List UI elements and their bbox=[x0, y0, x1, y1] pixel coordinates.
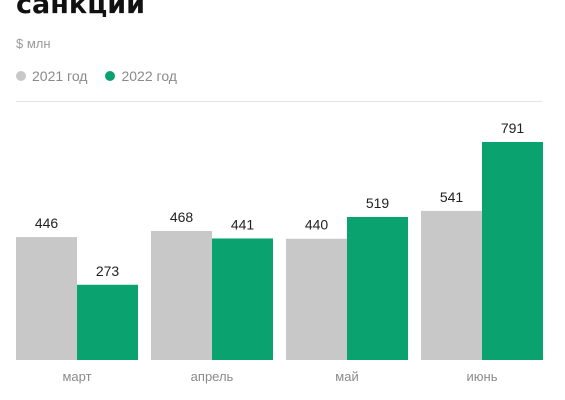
value-label-mart-2021: 446 bbox=[35, 215, 59, 231]
value-label-iyun-2021: 541 bbox=[440, 189, 464, 205]
legend-dot-2022 bbox=[105, 71, 116, 81]
legend-dot-2021 bbox=[16, 71, 26, 81]
legend-label-2021: 2021 год bbox=[32, 68, 88, 84]
value-label-mai-2021: 440 bbox=[305, 217, 329, 233]
legend-item-2021: 2021 год bbox=[16, 68, 87, 84]
bar-iyun-2021 bbox=[421, 210, 482, 360]
bar-mai-2021 bbox=[286, 238, 347, 360]
category-label-mart: март bbox=[62, 369, 91, 384]
header-divider bbox=[16, 101, 542, 102]
bar-mart-2021 bbox=[16, 237, 77, 360]
legend: 2021 год 2022 год bbox=[16, 68, 195, 84]
value-label-mai-2022: 519 bbox=[366, 195, 390, 211]
bar-aprel-2022 bbox=[212, 238, 273, 360]
bar-mai-2022 bbox=[347, 216, 408, 360]
bar-iyun-2022 bbox=[482, 142, 543, 360]
value-label-mart-2022: 273 bbox=[96, 263, 120, 279]
value-label-aprel-2021: 468 bbox=[170, 209, 194, 225]
category-label-aprel: апрель bbox=[191, 369, 234, 384]
legend-item-2022: 2022 год bbox=[105, 68, 177, 84]
bar-mart-2022 bbox=[77, 284, 138, 360]
unit-label: $ млн bbox=[16, 36, 51, 51]
value-label-aprel-2022: 441 bbox=[231, 216, 255, 232]
bar-aprel-2021 bbox=[151, 231, 212, 360]
category-label-iyun: июнь bbox=[467, 369, 498, 384]
legend-label-2022: 2022 год bbox=[121, 68, 177, 84]
value-label-iyun-2022: 791 bbox=[501, 120, 525, 136]
category-label-mai: май bbox=[335, 369, 358, 384]
chart-title: санкций bbox=[16, 0, 146, 20]
